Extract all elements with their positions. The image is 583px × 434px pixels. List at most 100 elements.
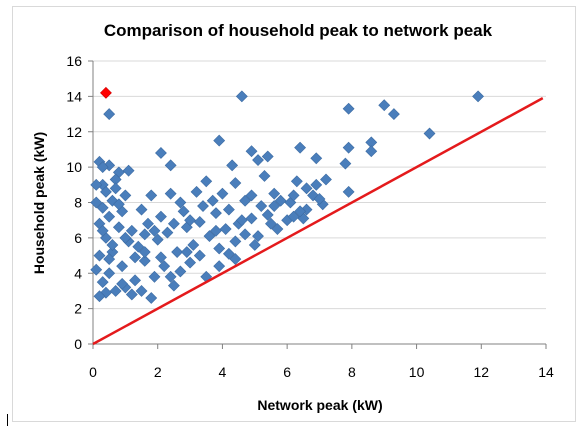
x-tick-label: 6 [283, 364, 291, 380]
data-point [287, 189, 300, 202]
data-point [206, 194, 219, 207]
data-point [265, 217, 277, 230]
data-point [423, 127, 436, 140]
data-point [90, 178, 103, 191]
data-point [138, 228, 151, 241]
data-point [116, 260, 129, 273]
data-point [245, 189, 258, 202]
y-axis-title: Household peak (kW) [31, 132, 47, 274]
data-point [342, 102, 355, 115]
y-tick-label: 8 [74, 195, 82, 211]
data-point [145, 292, 158, 304]
data-point [310, 178, 323, 191]
data-point [387, 108, 400, 120]
highlight-point [100, 86, 112, 99]
data-point [200, 175, 213, 188]
y-tick-label: 2 [74, 301, 82, 317]
axes [88, 60, 547, 349]
y-tick-label: 10 [66, 159, 82, 175]
reference-line-layer [92, 97, 544, 346]
data-point [472, 90, 484, 103]
x-tick-label: 2 [154, 364, 162, 380]
data-point [135, 285, 148, 297]
data-point [145, 189, 158, 202]
data-point [229, 177, 242, 189]
data-point [310, 152, 323, 165]
x-tick-label: 12 [473, 364, 489, 380]
data-point [109, 285, 122, 297]
data-point [96, 224, 109, 237]
data-point [252, 154, 264, 166]
data-point [235, 90, 248, 103]
data-point [138, 246, 151, 258]
data-point [103, 267, 116, 280]
data-point [255, 200, 268, 212]
data-point [148, 270, 161, 283]
data-point [274, 194, 287, 207]
data-point [261, 208, 274, 221]
data-point [112, 198, 125, 211]
data-point [210, 207, 222, 220]
data-point [155, 251, 167, 264]
data-point [122, 164, 135, 177]
data-point [213, 242, 226, 255]
highlight-layer [100, 86, 112, 99]
data-point [378, 99, 391, 112]
data-point [90, 263, 103, 276]
x-tick-label: 4 [219, 364, 227, 380]
x-tick-label: 10 [409, 364, 425, 380]
data-point [268, 187, 281, 200]
data-point [245, 212, 258, 225]
data-point [155, 210, 167, 223]
y-tick-label: 6 [74, 230, 82, 246]
tick-labels: 0 2 4 6 8 10 12 14 16 0 2 4 6 8 10 12 14 [66, 53, 554, 380]
data-point [252, 230, 264, 243]
data-point [112, 221, 125, 234]
data-point [222, 247, 235, 260]
data-point [213, 260, 226, 273]
data-point [342, 141, 355, 154]
data-point [155, 147, 167, 159]
data-point [268, 200, 281, 212]
data-point [164, 159, 177, 172]
data-point [210, 224, 222, 237]
data-point [219, 223, 232, 235]
data-point [184, 214, 196, 227]
data-point [300, 182, 313, 195]
data-point [239, 228, 252, 241]
data-point [100, 185, 112, 198]
data-point [116, 277, 129, 290]
data-points [90, 90, 484, 304]
data-point [103, 210, 116, 223]
data-point [339, 157, 352, 170]
y-tick-label: 16 [66, 53, 82, 69]
data-point [135, 203, 148, 216]
data-point [180, 246, 193, 258]
data-point [174, 265, 187, 278]
y-tick-label: 14 [66, 88, 82, 104]
data-point [320, 173, 332, 186]
chart-title: Comparison of household peak to network … [104, 21, 493, 40]
data-point [90, 196, 103, 209]
data-point [119, 189, 132, 202]
data-point [235, 214, 248, 227]
data-point [138, 254, 151, 267]
data-point [96, 201, 109, 214]
data-point [197, 200, 209, 212]
data-point [148, 224, 161, 237]
data-point [245, 145, 258, 158]
reference-line [92, 97, 544, 346]
data-point [190, 185, 203, 198]
x-tick-label: 14 [538, 364, 554, 380]
data-point [125, 288, 138, 301]
data-point [93, 290, 106, 303]
data-point [161, 226, 174, 239]
data-point [164, 270, 177, 283]
data-point [103, 253, 116, 266]
data-point [167, 217, 180, 230]
y-tick-label: 12 [66, 124, 82, 140]
data-point [229, 235, 242, 248]
data-point [300, 203, 313, 216]
data-point [129, 251, 141, 264]
data-point [132, 240, 145, 253]
